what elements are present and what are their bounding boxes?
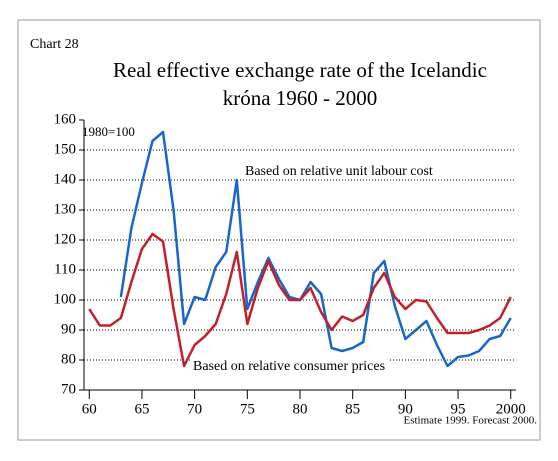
x-tick-label: 60: [82, 401, 97, 417]
y-tick-label: 80: [61, 351, 76, 367]
y-tick-label: 110: [54, 261, 76, 277]
chart-title: Real effective exchange rate of the Icel…: [113, 58, 487, 82]
chart-label: Chart 28: [30, 37, 79, 52]
chart-title: króna 1960 - 2000: [223, 86, 378, 110]
y-tick-label: 140: [54, 171, 77, 187]
y-tick-label: 150: [54, 141, 77, 157]
x-tick-label: 85: [345, 401, 360, 417]
y-tick-label: 100: [54, 291, 77, 307]
x-tick-label: 90: [398, 401, 413, 417]
y-tick-label: 90: [61, 321, 76, 337]
series-label: Based on relative consumer prices: [193, 359, 385, 374]
label-background: [190, 359, 389, 375]
frame: [17, 19, 541, 441]
footnote: Estimate 1999. Forecast 2000.: [403, 415, 537, 427]
y-axis-label: 1980=100: [82, 124, 135, 139]
x-tick-label: 70: [187, 401, 202, 417]
y-tick-label: 130: [54, 201, 77, 217]
series-label: Based on relative unit labour cost: [245, 164, 433, 179]
y-tick-label: 70: [61, 381, 76, 397]
x-tick-label: 95: [451, 401, 466, 417]
y-tick-label: 120: [54, 231, 77, 247]
label-background: [242, 164, 436, 180]
x-tick-label: 75: [240, 401, 255, 417]
line-series: [119, 130, 512, 368]
y-tick-label: 160: [54, 111, 77, 127]
x-tick-label: 80: [293, 401, 308, 417]
x-tick-label: 2000: [496, 401, 526, 417]
x-tick-label: 65: [134, 401, 149, 417]
line-series: [88, 232, 512, 368]
